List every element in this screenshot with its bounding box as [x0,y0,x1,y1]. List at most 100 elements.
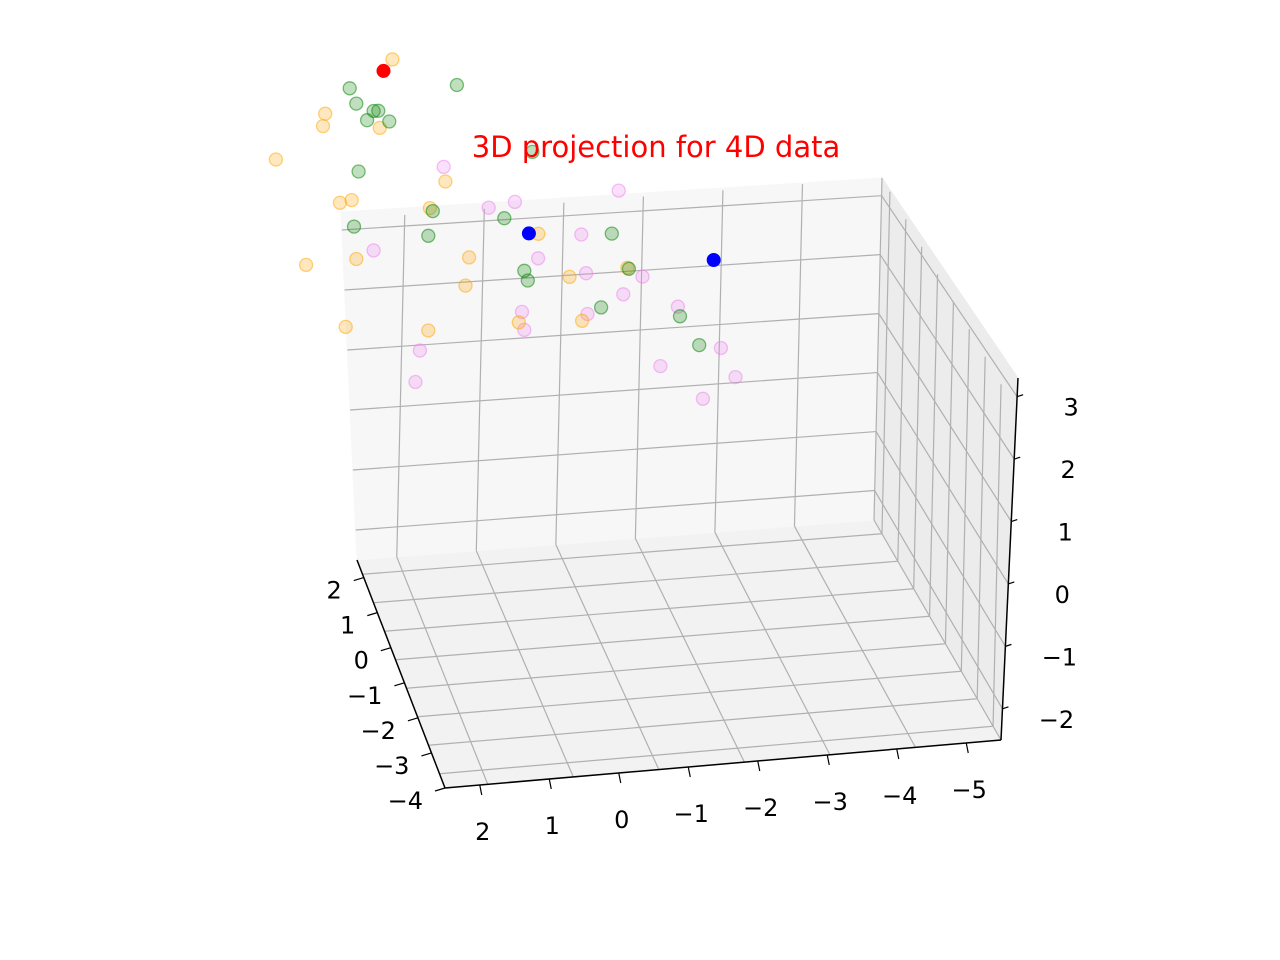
scatter-point [412,343,428,358]
grid-line [634,538,745,763]
scatter-point [574,227,589,242]
grid-line [341,195,882,231]
grid-line [634,196,644,539]
scatter-point [366,243,381,258]
scatter-point [695,391,711,406]
tick-mark [367,612,378,617]
scatter-point [611,183,626,198]
scatter-point [318,106,333,121]
grid-line [396,214,406,557]
tick-mark [421,752,432,757]
scatter-point [692,337,707,353]
scatter-point [421,323,436,338]
grid-line [928,274,939,617]
y-tick-label: 0 [614,806,629,834]
scatter-point [507,194,523,210]
highlight-point [521,226,536,241]
x-axis-line [356,559,446,789]
scatter-point [351,164,366,179]
scatter-point [436,159,451,175]
grid-line [373,560,898,604]
scatter-point [268,152,284,167]
tick-mark [479,784,483,796]
tick-mark [618,772,622,784]
grid-line [881,191,891,534]
grid-line [714,532,831,756]
tick-mark [1008,581,1015,585]
grid-line [873,519,1002,741]
scatter-point [497,211,512,226]
grid-line [355,489,875,531]
grid-line [874,490,1003,710]
scatter-point [517,263,532,278]
chart-title: 3D projection for 4D data [472,130,840,164]
grid-line [878,313,1012,522]
grid-line [475,550,574,778]
scatter-point [616,287,631,302]
y-tick-label: 2 [475,818,490,846]
z-tick-label: 3 [1063,394,1078,422]
x-tick-label: −2 [361,717,396,745]
y-tick-label: −2 [743,794,778,822]
z-tick-label: 2 [1061,456,1076,484]
grid-line [384,588,914,632]
data-points [268,52,743,406]
tick-marks [353,394,1024,796]
scatter-point [593,300,609,315]
y-tick-label: −3 [813,788,848,816]
y-tick-label: 1 [545,812,560,840]
scatter-point [346,219,362,234]
x-tick-label: −3 [374,752,409,780]
grid-line [396,556,489,785]
scatter-point [338,319,353,335]
tick-mark [1013,456,1021,460]
scatter-point [621,261,637,276]
tick-mark [757,760,761,772]
scatter-point [371,103,386,118]
grid-line [344,254,881,291]
tick-mark [687,766,691,778]
scatter-point [672,309,688,324]
y-tick-label: −1 [674,800,709,828]
scatter-point [461,250,477,265]
scatter-point [315,118,331,134]
scatter-point [332,195,348,210]
scatter-point [578,266,594,281]
tick-mark [965,742,969,754]
grid-lines [341,177,1018,785]
grid-line [944,301,955,644]
grid-line [960,329,970,672]
tick-mark [434,787,446,792]
x-tick-label: −1 [347,682,382,710]
scatter-point [525,144,540,160]
grid-line [362,533,882,575]
y-axis-line [444,739,1002,789]
z-axis-line [1000,377,1019,741]
highlight-points [376,63,721,267]
scatter-point [481,200,496,215]
grid-line [347,313,879,351]
highlight-point [706,253,721,267]
grid-line [793,184,804,527]
grid-line [992,384,1002,727]
scatter-point [653,358,668,374]
scatter-point [635,269,650,284]
x-tick-label: 0 [354,647,369,675]
y-tick-label: −4 [882,782,917,810]
tick-mark [1016,394,1024,398]
scatter-point [421,228,436,243]
tick-mark [896,748,900,760]
grid-line [417,670,962,718]
axis-lines [356,377,1019,789]
z-tick-label: 1 [1058,519,1073,547]
grid-line [881,195,1018,398]
tick-mark [826,754,830,766]
y-tick-label: −5 [952,776,987,804]
scatter-point [344,192,359,208]
scatter-point [562,269,577,285]
highlight-point [376,63,391,78]
grid-line [439,725,994,775]
z-tick-label: −2 [1039,706,1074,734]
scatter-point [382,114,397,129]
